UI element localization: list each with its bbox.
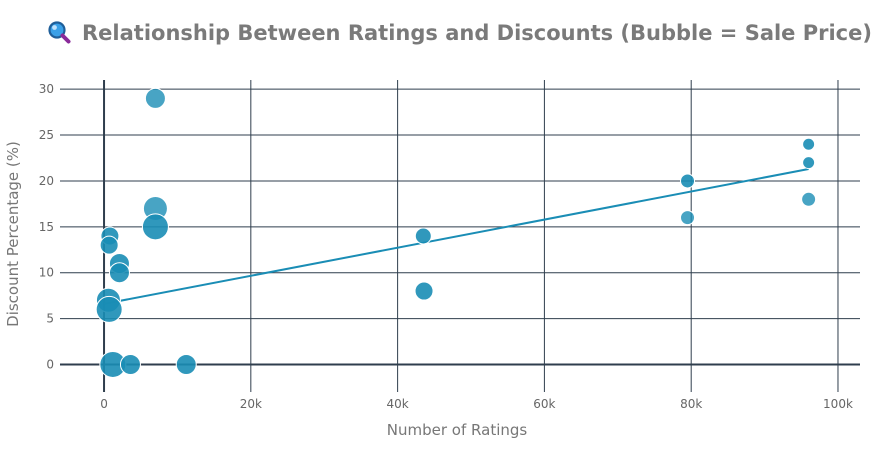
bubble-points	[95, 87, 817, 378]
bubble-point[interactable]	[108, 262, 130, 284]
bubble-point[interactable]	[95, 295, 123, 323]
bubble-point[interactable]	[680, 210, 696, 226]
y-tick-label: 25	[39, 128, 54, 142]
x-tick-label: 0	[100, 397, 108, 411]
bubble-point[interactable]	[802, 137, 816, 151]
x-tick-label: 60k	[533, 397, 555, 411]
y-tick-label: 5	[46, 312, 54, 326]
y-tick-label: 10	[39, 266, 54, 280]
bubble-point[interactable]	[175, 353, 197, 375]
y-axis-title: Discount Percentage (%)	[4, 141, 22, 327]
x-tick-label: 80k	[680, 397, 702, 411]
y-tick-label: 30	[39, 82, 54, 96]
chart-title-group: Relationship Between Ratings and Discoun…	[48, 21, 872, 45]
y-tick-label: 0	[46, 357, 54, 371]
magnifier-icon	[48, 21, 71, 44]
x-axis-title: Number of Ratings	[387, 421, 528, 439]
bubble-point[interactable]	[99, 235, 119, 255]
y-tick-label: 15	[39, 220, 54, 234]
bubble-point[interactable]	[414, 227, 432, 245]
y-tick-label: 20	[39, 174, 54, 188]
x-tick-label: 100k	[823, 397, 853, 411]
x-tick-label: 20k	[240, 397, 262, 411]
bubble-point[interactable]	[801, 191, 817, 207]
trendline-layer	[103, 168, 809, 305]
bubble-point[interactable]	[414, 281, 434, 301]
chart-title: Relationship Between Ratings and Discoun…	[82, 21, 872, 45]
axes: 0 20k 40k 60k 80k 100k 0 5 10 15 20 25 30	[39, 82, 853, 411]
trendline	[103, 168, 809, 305]
bubble-point[interactable]	[144, 87, 166, 109]
x-tick-label: 40k	[387, 397, 409, 411]
bubble-point[interactable]	[680, 173, 696, 189]
bubble-point[interactable]	[802, 156, 816, 170]
bubble-point[interactable]	[119, 353, 141, 375]
grid-lines	[60, 80, 860, 392]
bubble-point[interactable]	[141, 213, 169, 241]
